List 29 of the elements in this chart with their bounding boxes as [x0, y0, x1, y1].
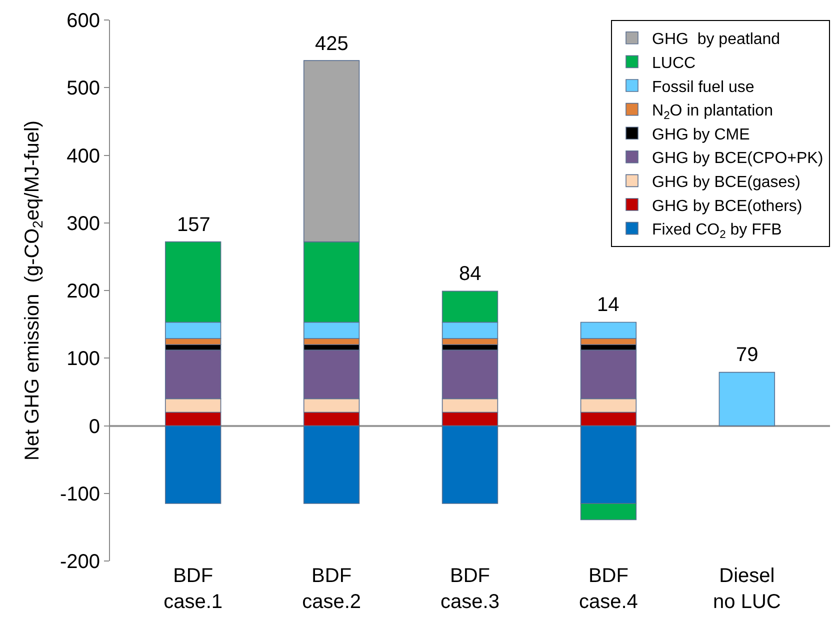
legend-label: GHG by BCE(gases) [652, 174, 800, 191]
x-tick-label: BDF case.1 [164, 565, 223, 613]
y-tick-label: 0 [88, 416, 100, 438]
y-tick-label: 500 [66, 78, 100, 100]
bar [718, 372, 776, 426]
x-tick-label: Diesel no LUC [713, 565, 781, 613]
legend-label: N$_{2}$O in plantation [652, 102, 773, 122]
legend-label: GHG by BCE(others) [652, 198, 802, 215]
x-tick-label: BDF case.4 [578, 565, 638, 613]
y-tick-label: 400 [66, 145, 100, 168]
legend-label: GHG by peatland [652, 31, 780, 48]
total-label: 84 [459, 263, 482, 285]
legend-label: LUCC [652, 54, 696, 72]
legend-label: GHG by BCE(CPO+PK) [652, 150, 824, 168]
x-tick-label: BDF case.2 [302, 565, 362, 613]
y-tick-label: 100 [66, 348, 100, 370]
y-tick-label: -200 [60, 551, 100, 573]
x-tick-label: BDF case.3 [440, 565, 500, 613]
y-tick-label: 300 [66, 212, 100, 235]
total-label: 14 [597, 294, 620, 316]
y-tick-label: 200 [66, 280, 100, 302]
legend-label: Fixed CO$_{2}$ by FFB [652, 222, 782, 241]
y-tick-label: -100 [60, 483, 100, 506]
total-label: 157 [177, 214, 210, 236]
legend-label: Fossil fuel use [652, 78, 754, 96]
legend-label: GHG by CME [652, 126, 750, 144]
total-label: 425 [315, 33, 348, 55]
total-label: 79 [736, 344, 758, 366]
y-tick-label: 600 [66, 10, 100, 32]
